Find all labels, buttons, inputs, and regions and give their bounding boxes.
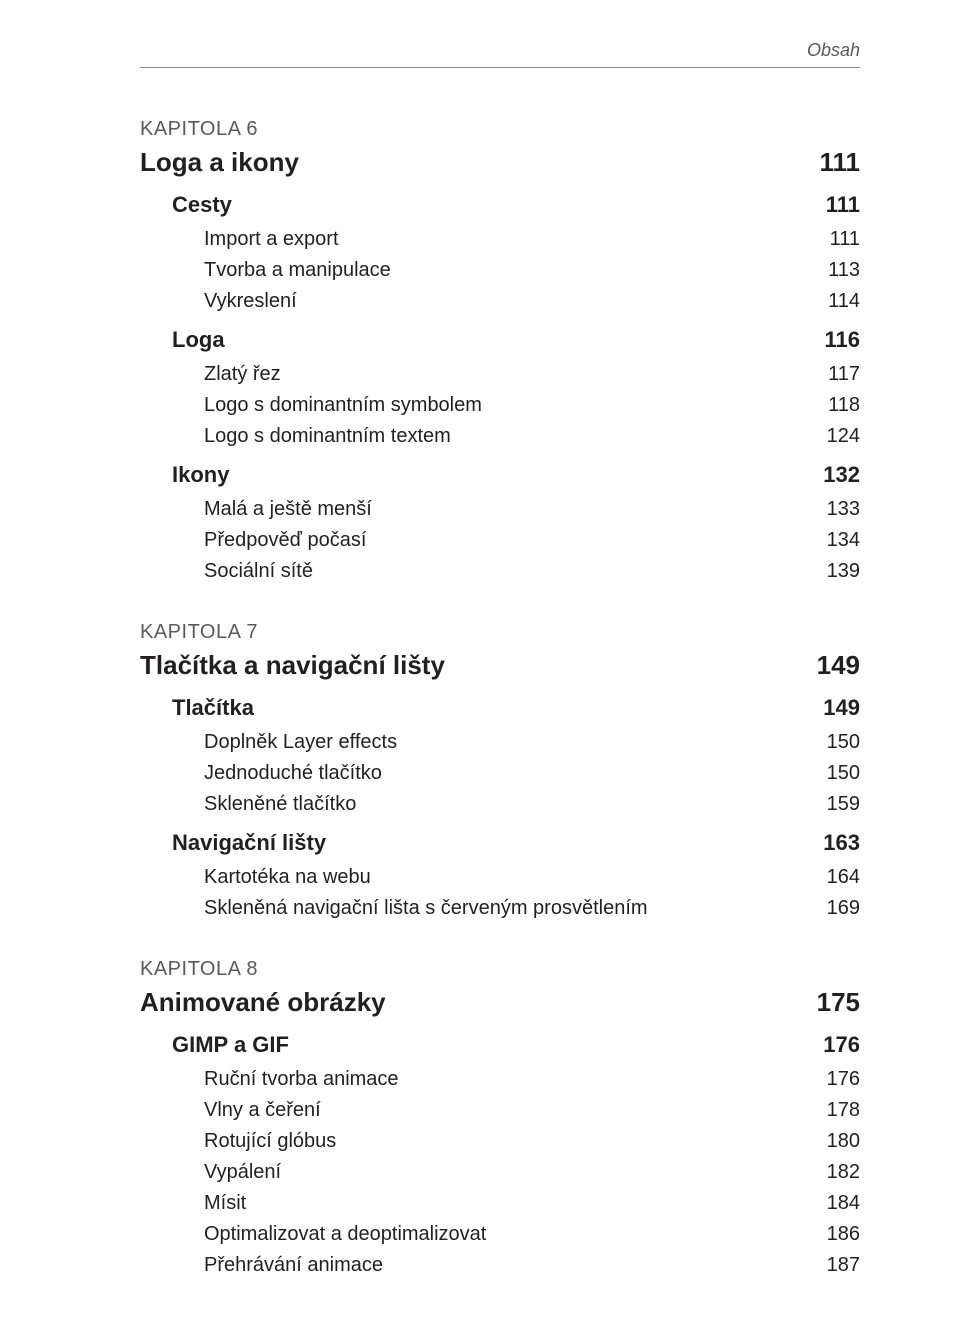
entry-page: 164 [827,862,860,893]
entry-row: Logo s dominantním symbolem 118 [140,390,860,421]
section-row: Tlačítka 149 [140,695,860,721]
entry-row: Přehrávání animace 187 [140,1250,860,1281]
entry-row: Vykreslení 114 [140,286,860,317]
entry-row: Ruční tvorba animace 176 [140,1064,860,1095]
entry-row: Import a export 111 [140,224,860,255]
entry-row: Kartotéka na webu 164 [140,862,860,893]
entry-page: 134 [827,525,860,556]
chapter-row: Loga a ikony 111 [140,147,860,178]
entry-row: Vypálení 182 [140,1157,860,1188]
entry-page: 184 [827,1188,860,1219]
entry-row: Skleněná navigační lišta s červeným pros… [140,893,860,924]
section-row: Cesty 111 [140,192,860,218]
entry-row: Mísit 184 [140,1188,860,1219]
entry-title: Skleněné tlačítko [204,789,356,820]
entry-page: 178 [827,1095,860,1126]
chapter-title: Loga a ikony [140,147,299,178]
entry-title: Import a export [204,224,339,255]
entry-title: Tvorba a manipulace [204,255,391,286]
entry-page: 133 [827,494,860,525]
section-title: Navigační lišty [172,830,326,856]
section-page: 111 [826,192,860,218]
entry-row: Předpověď počasí 134 [140,525,860,556]
entry-title: Sociální sítě [204,556,313,587]
section-page: 149 [823,695,860,721]
entry-title: Malá a ještě menší [204,494,372,525]
entry-row: Optimalizovat a deoptimalizovat 186 [140,1219,860,1250]
entry-title: Rotující glóbus [204,1126,336,1157]
entry-title: Logo s dominantním symbolem [204,390,482,421]
kapitola-label: KAPITOLA 6 [140,118,860,141]
entry-page: 124 [827,421,860,452]
table-of-contents: KAPITOLA 6Loga a ikony111Cesty111Import … [140,118,860,1281]
chapter-title: Tlačítka a navigační lišty [140,650,445,681]
entry-row: Rotující glóbus 180 [140,1126,860,1157]
chapter-row: Tlačítka a navigační lišty 149 [140,650,860,681]
section-title: Ikony [172,462,229,488]
entry-row: Logo s dominantním textem 124 [140,421,860,452]
entry-page: 187 [827,1250,860,1281]
chapter-page: 111 [819,147,860,178]
entry-title: Vypálení [204,1157,281,1188]
entry-page: 150 [827,727,860,758]
entry-page: 182 [827,1157,860,1188]
entry-row: Sociální sítě 139 [140,556,860,587]
section-title: Loga [172,327,225,353]
entry-title: Doplněk Layer effects [204,727,397,758]
entry-page: 118 [828,390,860,421]
entry-page: 111 [830,224,860,255]
entry-title: Přehrávání animace [204,1250,383,1281]
section-page: 116 [825,327,861,353]
entry-title: Mísit [204,1188,246,1219]
section-page: 163 [823,830,860,856]
entry-row: Malá a ještě menší 133 [140,494,860,525]
page-header-label: Obsah [140,40,860,61]
entry-title: Předpověď počasí [204,525,366,556]
entry-page: 180 [827,1126,860,1157]
entry-title: Optimalizovat a deoptimalizovat [204,1219,486,1250]
section-title: GIMP a GIF [172,1032,289,1058]
entry-row: Zlatý řez 117 [140,359,860,390]
entry-title: Jednoduché tlačítko [204,758,382,789]
entry-page: 159 [827,789,860,820]
chapter-row: Animované obrázky 175 [140,987,860,1018]
header-rule [140,67,860,68]
entry-title: Vlny a čeření [204,1095,321,1126]
entry-page: 113 [828,255,860,286]
kapitola-label: KAPITOLA 7 [140,621,860,644]
entry-page: 186 [827,1219,860,1250]
section-page: 176 [823,1032,860,1058]
chapter-page: 149 [817,650,860,681]
entry-title: Vykreslení [204,286,297,317]
entry-title: Zlatý řez [204,359,281,390]
entry-title: Ruční tvorba animace [204,1064,399,1095]
entry-title: Kartotéka na webu [204,862,371,893]
section-title: Cesty [172,192,232,218]
chapter-title: Animované obrázky [140,987,386,1018]
section-title: Tlačítka [172,695,254,721]
section-page: 132 [823,462,860,488]
entry-row: Vlny a čeření 178 [140,1095,860,1126]
entry-page: 169 [827,893,860,924]
chapter-page: 175 [817,987,860,1018]
entry-page: 176 [827,1064,860,1095]
entry-page: 114 [828,286,860,317]
entry-page: 117 [828,359,860,390]
entry-row: Jednoduché tlačítko 150 [140,758,860,789]
entry-title: Logo s dominantním textem [204,421,451,452]
section-row: Navigační lišty 163 [140,830,860,856]
section-row: GIMP a GIF 176 [140,1032,860,1058]
kapitola-label: KAPITOLA 8 [140,958,860,981]
section-row: Ikony 132 [140,462,860,488]
entry-row: Tvorba a manipulace 113 [140,255,860,286]
section-row: Loga 116 [140,327,860,353]
entry-title: Skleněná navigační lišta s červeným pros… [204,893,648,924]
entry-page: 139 [827,556,860,587]
entry-page: 150 [827,758,860,789]
entry-row: Skleněné tlačítko 159 [140,789,860,820]
entry-row: Doplněk Layer effects 150 [140,727,860,758]
